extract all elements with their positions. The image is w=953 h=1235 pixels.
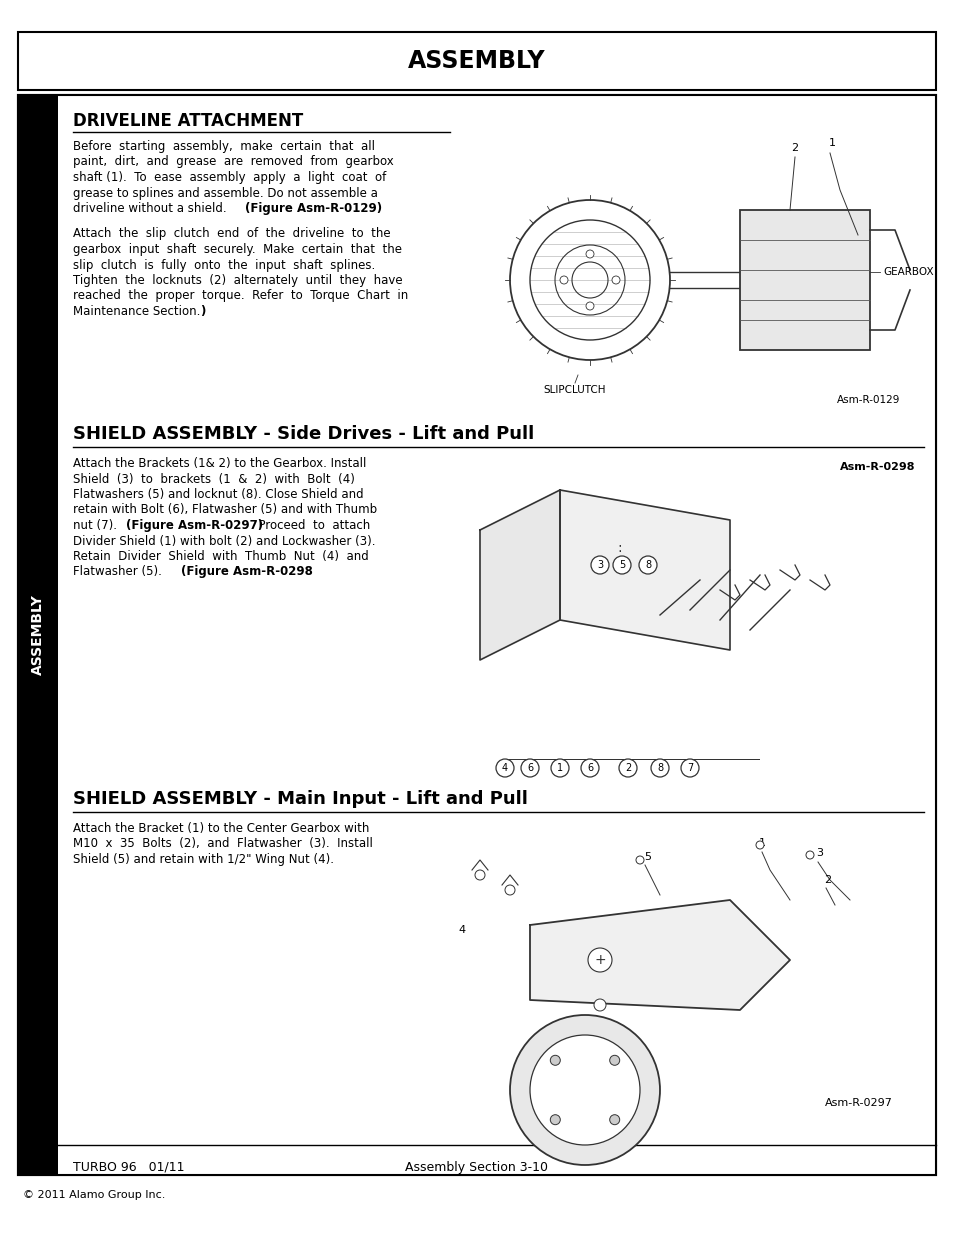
Text: nut (7).: nut (7). [73,519,125,532]
Text: ASSEMBLY: ASSEMBLY [30,594,45,676]
Text: Attach the Brackets (1& 2) to the Gearbox. Install: Attach the Brackets (1& 2) to the Gearbo… [73,457,366,471]
Text: (Figure Asm-R-0129): (Figure Asm-R-0129) [245,203,382,215]
Text: Shield (5) and retain with 1/2" Wing Nut (4).: Shield (5) and retain with 1/2" Wing Nut… [73,853,334,866]
Text: grease to splines and assemble. Do not assemble a: grease to splines and assemble. Do not a… [73,186,377,200]
Circle shape [550,1055,559,1066]
Circle shape [594,999,605,1011]
Text: Before  starting  assembly,  make  certain  that  all: Before starting assembly, make certain t… [73,140,375,153]
Text: Maintenance Section.: Maintenance Section. [73,305,200,317]
Circle shape [585,249,594,258]
Circle shape [587,948,612,972]
Text: SHIELD ASSEMBLY - Main Input - Lift and Pull: SHIELD ASSEMBLY - Main Input - Lift and … [73,790,527,808]
Text: +: + [594,953,605,967]
Circle shape [530,1035,639,1145]
Circle shape [504,885,515,895]
Text: 6: 6 [586,763,593,773]
Circle shape [609,1055,619,1066]
Text: 3: 3 [816,848,822,858]
Text: SLIPCLUTCH: SLIPCLUTCH [543,385,605,395]
Polygon shape [530,900,789,1010]
Text: ASSEMBLY: ASSEMBLY [408,49,545,73]
FancyBboxPatch shape [740,210,869,350]
Circle shape [580,760,598,777]
Text: shaft (1).  To  ease  assembly  apply  a  light  coat  of: shaft (1). To ease assembly apply a ligh… [73,170,386,184]
Text: gearbox  input  shaft  securely.  Make  certain  that  the: gearbox input shaft securely. Make certa… [73,243,401,256]
Text: 1: 1 [758,839,764,848]
Text: Proceed  to  attach: Proceed to attach [251,519,370,532]
Text: (Figure Asm-R-0297): (Figure Asm-R-0297) [126,519,263,532]
Text: Tighten  the  locknuts  (2)  alternately  until  they  have: Tighten the locknuts (2) alternately unt… [73,274,402,287]
Text: TURBO 96   01/11: TURBO 96 01/11 [73,1161,184,1173]
Circle shape [475,869,484,881]
Text: SHIELD ASSEMBLY - Side Drives - Lift and Pull: SHIELD ASSEMBLY - Side Drives - Lift and… [73,425,534,443]
Text: Assembly Section 3-10: Assembly Section 3-10 [405,1161,548,1173]
Text: :: : [617,541,621,555]
Bar [18,32,935,90]
Circle shape [551,760,568,777]
Circle shape [585,303,594,310]
Circle shape [510,1015,659,1165]
Text: M10  x  35  Bolts  (2),  and  Flatwasher  (3).  Install: M10 x 35 Bolts (2), and Flatwasher (3). … [73,837,373,851]
Circle shape [590,556,608,574]
Text: Asm-R-0298: Asm-R-0298 [840,462,915,472]
Circle shape [559,275,567,284]
Text: 5: 5 [618,559,624,571]
Text: driveline without a shield.: driveline without a shield. [73,203,233,215]
Text: DRIVELINE ATTACHMENT: DRIVELINE ATTACHMENT [73,112,303,130]
Text: slip  clutch  is  fully  onto  the  input  shaft  splines.: slip clutch is fully onto the input shaf… [73,258,375,272]
Text: Divider Shield (1) with bolt (2) and Lockwasher (3).: Divider Shield (1) with bolt (2) and Loc… [73,535,375,547]
Text: 5: 5 [644,852,651,862]
Circle shape [496,760,514,777]
Text: Attach  the  slip  clutch  end  of  the  driveline  to  the: Attach the slip clutch end of the drivel… [73,227,390,241]
Text: paint,  dirt,  and  grease  are  removed  from  gearbox: paint, dirt, and grease are removed from… [73,156,394,168]
Polygon shape [559,490,729,650]
Text: 8: 8 [657,763,662,773]
Text: GEARBOX: GEARBOX [882,267,933,277]
Circle shape [680,760,699,777]
Text: 1: 1 [557,763,562,773]
Circle shape [636,856,643,864]
Circle shape [613,556,630,574]
Text: 3: 3 [597,559,602,571]
Text: Asm-R-0297: Asm-R-0297 [824,1098,892,1108]
Text: 6: 6 [526,763,533,773]
Circle shape [520,760,538,777]
Circle shape [618,760,637,777]
Text: reached  the  proper  torque.  Refer  to  Torque  Chart  in: reached the proper torque. Refer to Torq… [73,289,408,303]
Text: 4: 4 [458,925,465,935]
Text: 4: 4 [501,763,508,773]
Polygon shape [479,490,559,659]
Circle shape [639,556,657,574]
Bar [18,95,58,1174]
Bar [18,95,935,1174]
Text: 2: 2 [624,763,631,773]
Text: © 2011 Alamo Group Inc.: © 2011 Alamo Group Inc. [23,1191,165,1200]
Text: Asm-R-0129: Asm-R-0129 [836,395,899,405]
Circle shape [650,760,668,777]
Text: Flatwasher (5).: Flatwasher (5). [73,566,170,578]
Text: ): ) [200,305,205,317]
Circle shape [609,1115,619,1125]
Text: Retain  Divider  Shield  with  Thumb  Nut  (4)  and: Retain Divider Shield with Thumb Nut (4)… [73,550,369,563]
Text: 2: 2 [823,876,831,885]
Circle shape [612,275,619,284]
Text: 2: 2 [791,143,798,153]
Circle shape [755,841,763,848]
Text: 8: 8 [644,559,650,571]
Circle shape [805,851,813,860]
Circle shape [550,1115,559,1125]
Text: Attach the Bracket (1) to the Center Gearbox with: Attach the Bracket (1) to the Center Gea… [73,823,369,835]
Text: Flatwashers (5) and locknut (8). Close Shield and: Flatwashers (5) and locknut (8). Close S… [73,488,363,501]
Text: 1: 1 [827,138,835,148]
Text: Shield  (3)  to  brackets  (1  &  2)  with  Bolt  (4): Shield (3) to brackets (1 & 2) with Bolt… [73,473,355,485]
Bar [18,95,935,1174]
Text: retain with Bolt (6), Flatwasher (5) and with Thumb: retain with Bolt (6), Flatwasher (5) and… [73,504,376,516]
Text: 7: 7 [686,763,693,773]
Text: (Figure Asm-R-0298: (Figure Asm-R-0298 [181,566,313,578]
